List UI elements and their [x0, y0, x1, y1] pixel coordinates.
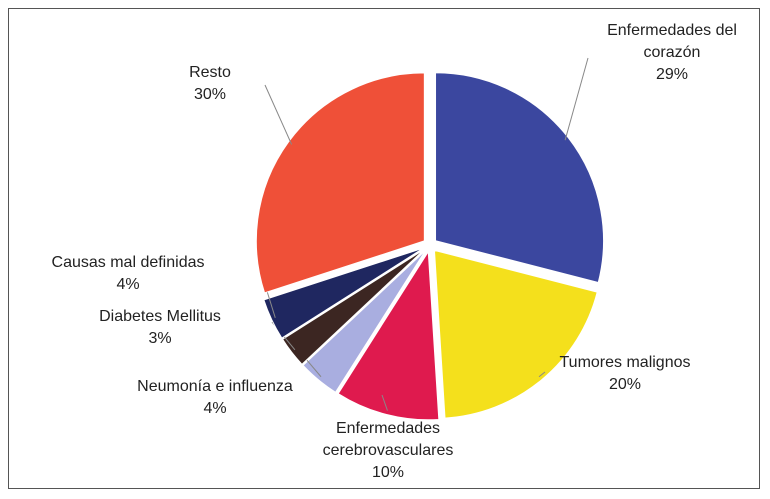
- leader-line: [264, 84, 293, 145]
- value-label: 20%: [608, 376, 642, 393]
- pie-slice: [337, 250, 440, 421]
- category-label: Enfermedades cerebrovasculares: [322, 420, 454, 459]
- slice-label: Causas mal definidas 4%: [18, 252, 238, 296]
- frame: [8, 8, 760, 489]
- pie-slice: [255, 72, 425, 294]
- value-label: 29%: [655, 66, 689, 83]
- category-label: Tumores malignos: [559, 354, 691, 371]
- pie-slice: [281, 248, 425, 366]
- leader-line: [538, 371, 546, 378]
- slice-label: Tumores malignos 20%: [540, 352, 710, 396]
- pie-slice: [302, 250, 426, 393]
- value-label: 4%: [116, 276, 140, 293]
- leader-line: [381, 394, 388, 411]
- pie-slice: [433, 249, 598, 419]
- value-label: 4%: [203, 400, 227, 417]
- slice-label: Resto 30%: [170, 62, 250, 106]
- slice-label: Enfermedades del corazón 29%: [587, 20, 757, 86]
- pie-slice: [435, 72, 605, 284]
- slice-label: Enfermedades cerebrovasculares 10%: [288, 418, 488, 484]
- leader-line: [564, 57, 589, 141]
- slice-label: Diabetes Mellitus 3%: [65, 306, 255, 350]
- category-label: Diabetes Mellitus: [99, 308, 221, 325]
- value-label: 10%: [371, 464, 405, 481]
- category-label: Causas mal definidas: [51, 254, 205, 271]
- slice-label: Neumonía e influenza 4%: [105, 376, 325, 420]
- value-label: 30%: [193, 86, 227, 103]
- category-label: Resto: [189, 64, 231, 81]
- pie-slice: [263, 247, 424, 339]
- value-label: 3%: [148, 330, 172, 347]
- category-label: Enfermedades del corazón: [607, 22, 737, 61]
- category-label: Neumonía e influenza: [137, 378, 293, 395]
